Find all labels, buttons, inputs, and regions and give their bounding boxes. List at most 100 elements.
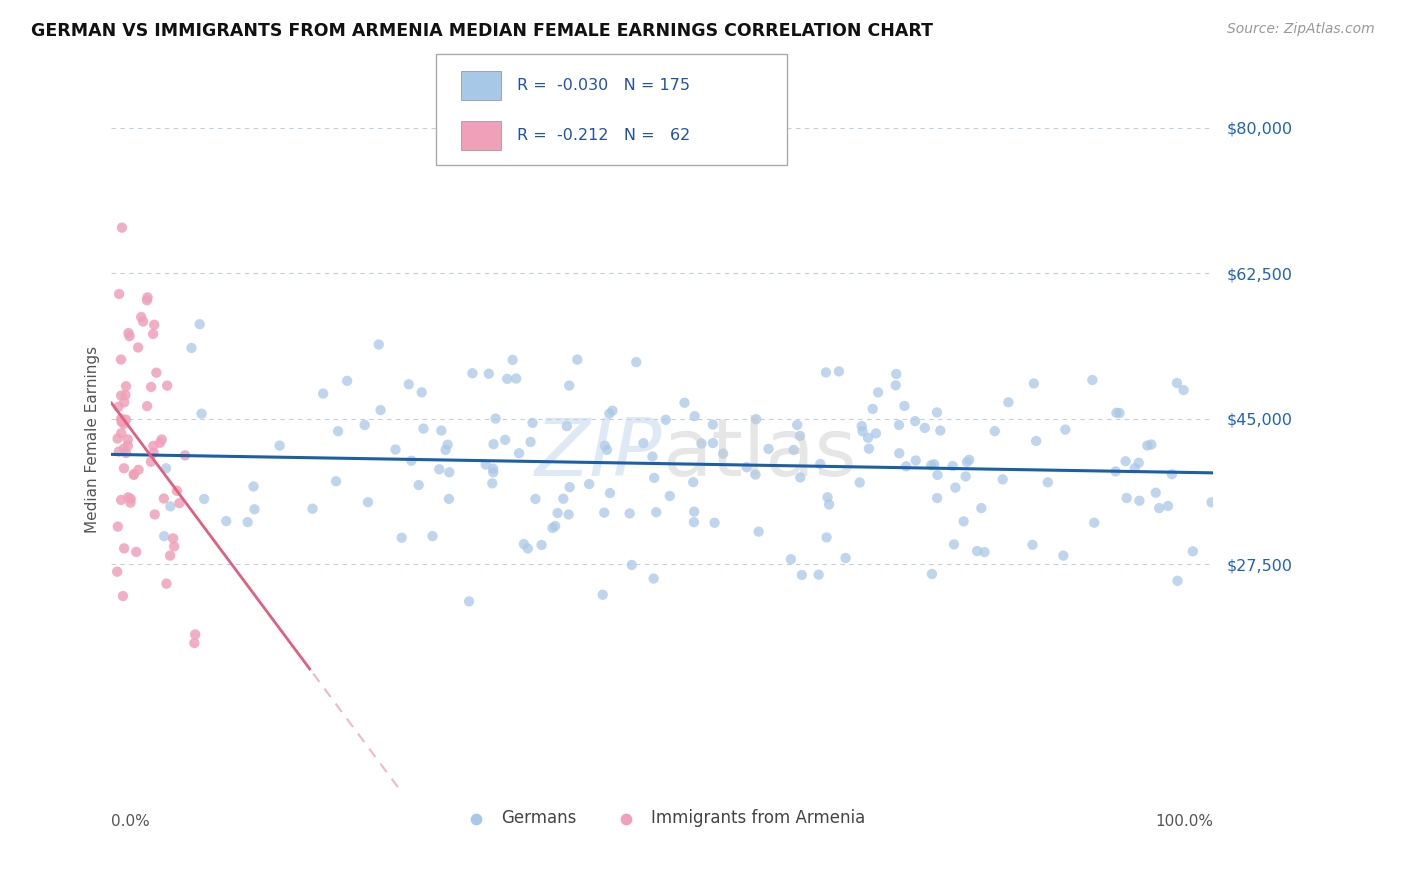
Point: [1105, 465, 1128, 479]
Point: [108, 444, 131, 458]
Point: [193, 491, 215, 506]
Point: [789, 429, 811, 443]
Point: [593, 506, 616, 520]
Point: [105, 565, 128, 579]
Point: [139, 380, 162, 394]
Point: [143, 508, 166, 522]
Point: [236, 515, 259, 529]
Point: [430, 424, 453, 438]
Text: R =  -0.030   N = 175: R = -0.030 N = 175: [517, 78, 690, 93]
Point: [436, 438, 458, 452]
Point: [474, 458, 496, 472]
Point: [884, 367, 907, 381]
Point: [711, 447, 734, 461]
Text: R =  -0.212   N =   62: R = -0.212 N = 62: [517, 128, 690, 143]
Point: [1036, 475, 1059, 490]
Point: [215, 514, 238, 528]
Point: [169, 496, 191, 510]
Point: [834, 551, 856, 566]
Point: [111, 220, 134, 235]
Point: [434, 442, 457, 457]
Point: [1108, 406, 1130, 420]
Point: [129, 310, 152, 324]
Point: [110, 426, 132, 441]
Point: [117, 491, 139, 505]
Point: [118, 329, 141, 343]
Point: [153, 529, 176, 543]
Point: [683, 505, 706, 519]
Point: [128, 463, 150, 477]
Point: [408, 478, 430, 492]
Point: [326, 424, 349, 438]
Point: [641, 450, 664, 464]
Point: [889, 446, 911, 460]
Point: [482, 465, 505, 479]
Point: [593, 439, 616, 453]
Point: [957, 452, 980, 467]
Point: [1081, 373, 1104, 387]
Point: [110, 352, 132, 367]
Point: [180, 341, 202, 355]
Point: [110, 415, 132, 429]
Point: [862, 401, 884, 416]
Point: [779, 552, 801, 566]
Point: [956, 455, 979, 469]
Point: [904, 414, 927, 428]
Text: atlas: atlas: [662, 415, 856, 492]
Point: [301, 501, 323, 516]
Point: [484, 411, 506, 425]
Point: [592, 588, 614, 602]
Point: [1128, 493, 1150, 508]
Point: [142, 439, 165, 453]
Point: [786, 417, 808, 432]
Point: [482, 437, 505, 451]
Point: [117, 326, 139, 340]
Point: [136, 399, 159, 413]
Point: [904, 453, 927, 467]
Point: [110, 493, 132, 508]
Point: [1025, 434, 1047, 448]
Point: [789, 470, 811, 484]
Point: [145, 366, 167, 380]
Point: [702, 417, 724, 432]
Point: [162, 532, 184, 546]
Point: [945, 481, 967, 495]
Point: [1021, 538, 1043, 552]
Point: [478, 367, 501, 381]
Point: [115, 412, 138, 426]
Point: [155, 461, 177, 475]
Point: [114, 388, 136, 402]
Point: [1128, 456, 1150, 470]
Point: [115, 446, 138, 460]
Point: [633, 436, 655, 450]
Point: [602, 403, 624, 417]
Point: [117, 439, 139, 453]
Point: [112, 395, 135, 409]
Point: [120, 495, 142, 509]
Point: [159, 500, 181, 514]
Point: [110, 412, 132, 426]
Point: [815, 530, 838, 544]
Point: [163, 540, 186, 554]
Point: [125, 545, 148, 559]
Point: [122, 467, 145, 482]
Point: [502, 352, 524, 367]
Point: [553, 491, 575, 506]
Point: [952, 515, 974, 529]
Point: [868, 385, 890, 400]
Point: [505, 371, 527, 385]
Point: [1144, 485, 1167, 500]
Point: [655, 413, 678, 427]
Point: [858, 442, 880, 456]
Point: [620, 558, 643, 572]
Point: [991, 472, 1014, 486]
Point: [494, 433, 516, 447]
Legend: Germans, Immigrants from Armenia: Germans, Immigrants from Armenia: [453, 803, 872, 834]
Point: [807, 567, 830, 582]
Point: [851, 419, 873, 434]
Point: [132, 314, 155, 328]
Point: [110, 388, 132, 402]
Point: [127, 341, 149, 355]
Point: [893, 399, 915, 413]
Point: [1166, 376, 1188, 390]
